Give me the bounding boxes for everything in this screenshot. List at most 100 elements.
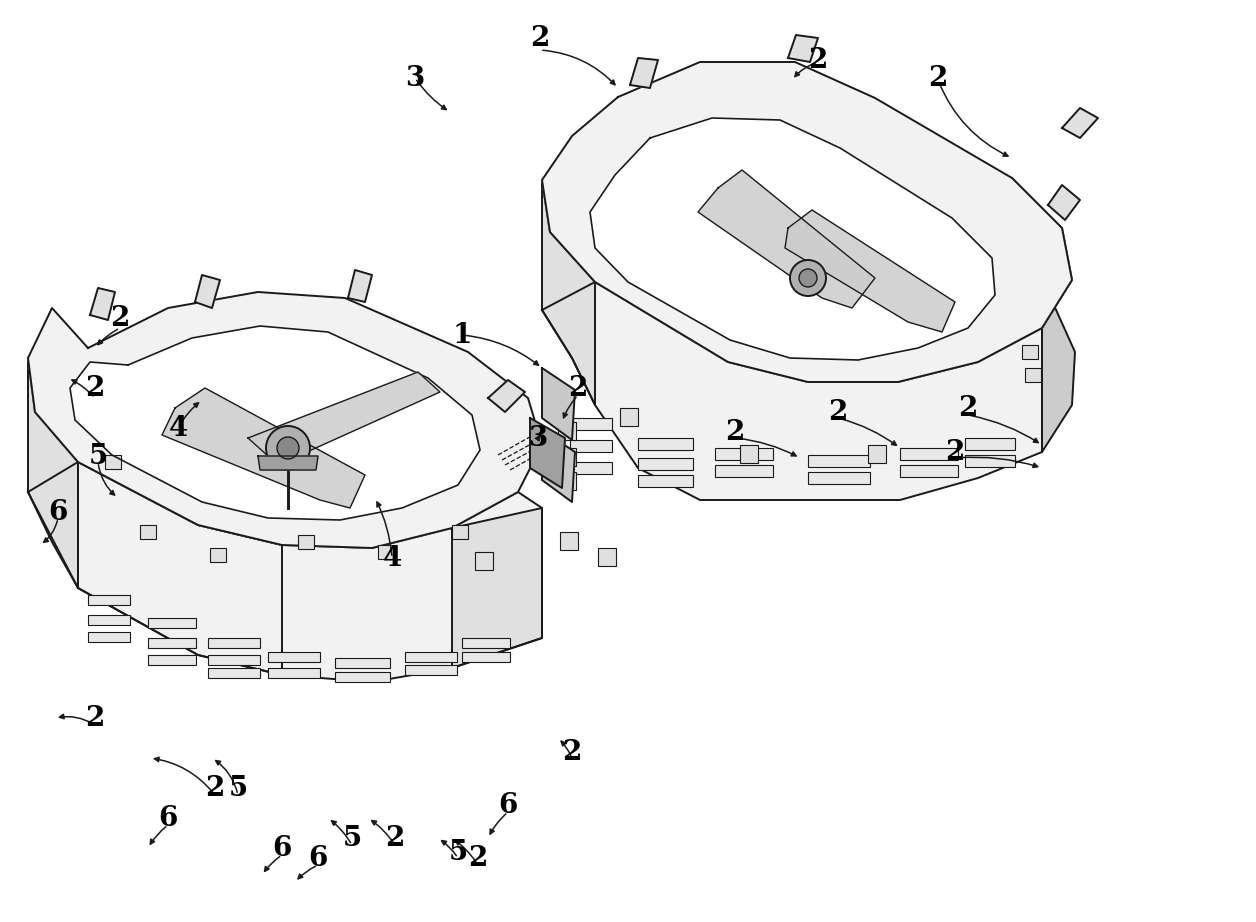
Polygon shape xyxy=(28,292,543,548)
Polygon shape xyxy=(162,388,365,508)
Polygon shape xyxy=(543,368,575,440)
Text: 1: 1 xyxy=(452,322,472,349)
Text: 2: 2 xyxy=(85,374,104,401)
Text: 2: 2 xyxy=(568,374,588,401)
FancyBboxPatch shape xyxy=(570,418,612,430)
FancyBboxPatch shape xyxy=(901,465,958,477)
Polygon shape xyxy=(590,118,995,360)
Circle shape xyxy=(799,269,816,287)
FancyBboxPatch shape xyxy=(1025,368,1041,382)
Text: 5: 5 xyxy=(448,838,467,866)
FancyBboxPatch shape xyxy=(558,422,577,440)
Text: 2: 2 xyxy=(958,395,977,421)
FancyBboxPatch shape xyxy=(475,552,494,570)
FancyBboxPatch shape xyxy=(740,445,759,463)
Text: 4: 4 xyxy=(382,545,402,572)
Polygon shape xyxy=(543,180,595,405)
Text: 6: 6 xyxy=(499,791,517,819)
Text: 5: 5 xyxy=(229,774,247,801)
Polygon shape xyxy=(247,372,440,465)
Polygon shape xyxy=(28,462,283,675)
Polygon shape xyxy=(785,210,955,332)
Text: 2: 2 xyxy=(809,46,828,74)
FancyBboxPatch shape xyxy=(88,595,131,605)
FancyBboxPatch shape xyxy=(558,472,577,490)
FancyBboxPatch shape xyxy=(148,655,196,665)
Text: 2: 2 xyxy=(205,774,225,801)
FancyBboxPatch shape xyxy=(570,462,612,474)
Text: 3: 3 xyxy=(529,424,548,452)
Text: 2: 2 xyxy=(946,439,965,466)
Text: 2: 2 xyxy=(530,25,550,52)
Text: 2: 2 xyxy=(828,398,848,425)
Text: 3: 3 xyxy=(406,65,425,91)
FancyBboxPatch shape xyxy=(965,455,1015,467)
FancyBboxPatch shape xyxy=(139,525,156,539)
FancyBboxPatch shape xyxy=(106,455,121,469)
Polygon shape xyxy=(452,508,543,668)
FancyBboxPatch shape xyxy=(808,472,870,484)
FancyBboxPatch shape xyxy=(208,638,260,648)
FancyBboxPatch shape xyxy=(335,672,391,682)
FancyBboxPatch shape xyxy=(298,535,314,549)
Text: 4: 4 xyxy=(168,415,187,442)
FancyBboxPatch shape xyxy=(208,668,260,678)
FancyBboxPatch shape xyxy=(620,408,638,426)
Text: 2: 2 xyxy=(111,304,129,332)
Polygon shape xyxy=(257,456,318,470)
Polygon shape xyxy=(70,326,480,520)
Polygon shape xyxy=(1012,178,1075,452)
Polygon shape xyxy=(543,62,1073,382)
FancyBboxPatch shape xyxy=(404,652,457,662)
FancyBboxPatch shape xyxy=(88,632,131,642)
Polygon shape xyxy=(698,170,875,308)
FancyBboxPatch shape xyxy=(452,525,468,539)
Polygon shape xyxy=(543,430,575,502)
FancyBboxPatch shape xyxy=(462,638,510,648)
FancyBboxPatch shape xyxy=(715,465,772,477)
Polygon shape xyxy=(195,275,220,308)
Text: 2: 2 xyxy=(468,845,487,871)
Text: 2: 2 xyxy=(928,65,948,91)
Polygon shape xyxy=(28,358,78,588)
FancyBboxPatch shape xyxy=(148,638,196,648)
Text: 5: 5 xyxy=(88,443,108,469)
Text: 5: 5 xyxy=(343,824,362,852)
Text: 6: 6 xyxy=(273,834,291,861)
FancyBboxPatch shape xyxy=(88,615,131,625)
Text: 6: 6 xyxy=(48,499,68,526)
Polygon shape xyxy=(530,418,565,488)
FancyBboxPatch shape xyxy=(965,438,1015,450)
FancyBboxPatch shape xyxy=(378,545,394,559)
FancyBboxPatch shape xyxy=(570,440,612,452)
FancyBboxPatch shape xyxy=(808,455,870,467)
FancyBboxPatch shape xyxy=(558,448,577,466)
Polygon shape xyxy=(1048,185,1080,220)
Text: 2: 2 xyxy=(85,704,104,731)
FancyBboxPatch shape xyxy=(268,668,320,678)
Text: 2: 2 xyxy=(563,739,582,765)
FancyBboxPatch shape xyxy=(560,532,578,550)
Polygon shape xyxy=(1063,108,1098,138)
FancyBboxPatch shape xyxy=(404,665,457,675)
Text: 6: 6 xyxy=(158,805,177,832)
FancyBboxPatch shape xyxy=(868,445,885,463)
FancyBboxPatch shape xyxy=(1022,345,1037,359)
FancyBboxPatch shape xyxy=(901,448,958,460)
FancyBboxPatch shape xyxy=(715,448,772,460)
FancyBboxPatch shape xyxy=(268,652,320,662)
FancyBboxPatch shape xyxy=(638,475,693,487)
Polygon shape xyxy=(788,35,818,62)
Circle shape xyxy=(790,260,826,296)
FancyBboxPatch shape xyxy=(210,548,226,562)
Polygon shape xyxy=(543,282,1042,500)
Text: 6: 6 xyxy=(308,845,328,871)
FancyBboxPatch shape xyxy=(638,458,693,470)
FancyBboxPatch shape xyxy=(638,438,693,450)
Polygon shape xyxy=(348,270,372,302)
FancyBboxPatch shape xyxy=(462,652,510,662)
FancyBboxPatch shape xyxy=(208,655,260,665)
Polygon shape xyxy=(489,380,525,412)
Text: 2: 2 xyxy=(386,824,404,852)
Circle shape xyxy=(266,426,310,470)
